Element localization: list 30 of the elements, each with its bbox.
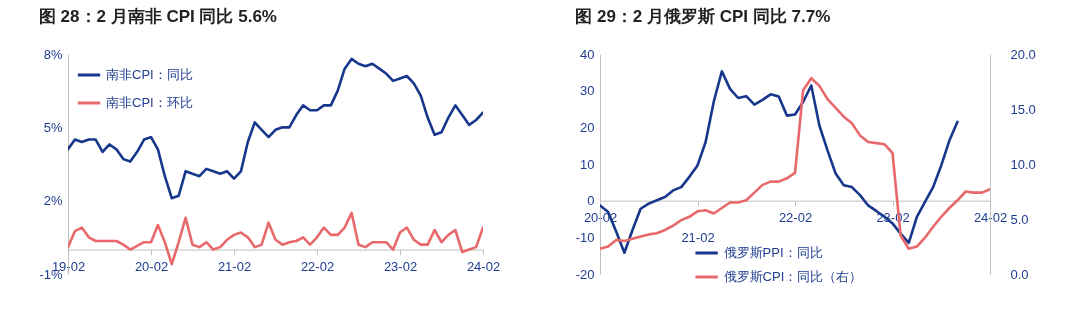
legend-label: 南非CPI：环比 [106, 95, 193, 110]
chart-title: 图 28：2 月南非 CPI 同比 5.6% [38, 7, 277, 26]
x-tick-label: 21-02 [217, 259, 252, 275]
x-tick-label: 24-02 [973, 210, 1008, 226]
legend-label: 俄罗斯CPI：同比（右） [723, 269, 863, 284]
x-tick-label: 20-02 [134, 259, 169, 275]
line-series [68, 57, 483, 200]
legend-label: 俄罗斯PPI：同比 [723, 245, 823, 260]
x-tick-label: 22-02 [778, 210, 813, 226]
y2-tick-label: 5.0 [1010, 211, 1029, 227]
chart-title: 图 29：2 月俄罗斯 CPI 同比 7.7% [575, 7, 831, 26]
y2-tick-label: 20.0 [1010, 46, 1036, 62]
y-tick-label: 10 [580, 156, 595, 172]
y-tick-label: 2% [43, 193, 63, 209]
x-tick-label: 24-02 [466, 259, 501, 275]
y-tick-label: 20 [580, 119, 595, 135]
y2-tick-label: 10.0 [1010, 156, 1036, 172]
y-tick-label: 0 [587, 193, 595, 209]
y-tick-label: 8% [43, 46, 63, 62]
x-tick-label: 23-02 [383, 259, 418, 275]
x-tick-label: 22-02 [300, 259, 335, 275]
y-tick-label: 30 [580, 83, 595, 99]
y-tick-label: 5% [43, 119, 63, 135]
x-tick-label: 21-02 [681, 230, 715, 246]
y-tick-label: -20 [575, 266, 595, 282]
legend-label: 南非CPI：同比 [106, 67, 193, 82]
y-tick-label: -10 [575, 229, 595, 245]
y-tick-label: 40 [580, 46, 595, 62]
y2-tick-label: 0.0 [1010, 266, 1029, 282]
y2-tick-label: 15.0 [1010, 101, 1036, 117]
